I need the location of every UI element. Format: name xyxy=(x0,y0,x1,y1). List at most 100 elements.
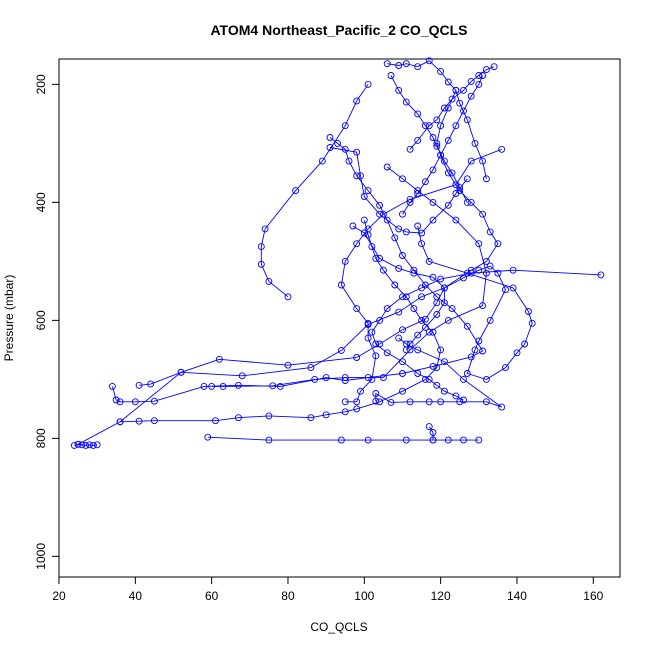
data-point xyxy=(429,436,437,444)
data-point xyxy=(437,346,445,354)
data-point xyxy=(429,273,437,281)
data-point xyxy=(410,305,418,313)
data-point xyxy=(86,441,93,449)
data-point xyxy=(337,436,345,444)
data-point xyxy=(467,269,475,277)
data-point xyxy=(521,340,529,348)
data-point xyxy=(376,201,384,209)
data-point xyxy=(414,222,422,230)
data-point xyxy=(463,198,471,206)
data-point xyxy=(376,254,384,262)
data-point xyxy=(440,387,448,395)
data-point xyxy=(387,72,395,79)
data-point xyxy=(112,396,120,404)
data-point xyxy=(93,441,101,449)
profile-series xyxy=(387,72,471,206)
y-axis: 200 400 600 800 1000 xyxy=(34,74,59,570)
x-tick-label: 160 xyxy=(583,589,603,603)
data-point xyxy=(276,382,284,390)
data-point xyxy=(326,144,334,151)
data-point xyxy=(425,398,433,406)
profile-series xyxy=(399,72,487,218)
data-point xyxy=(395,308,403,316)
data-point xyxy=(311,375,319,383)
data-point xyxy=(353,398,361,406)
profile-series xyxy=(116,216,445,426)
data-point xyxy=(475,337,483,345)
data-point xyxy=(418,284,426,292)
data-point xyxy=(421,178,429,186)
data-point xyxy=(376,316,384,324)
data-point xyxy=(494,269,502,277)
data-point xyxy=(463,116,471,124)
data-point xyxy=(353,354,361,361)
data-point xyxy=(364,225,372,233)
profile-series xyxy=(257,80,372,301)
data-point xyxy=(116,418,124,426)
data-point xyxy=(368,375,376,383)
data-point xyxy=(341,408,349,416)
data-point xyxy=(307,364,315,372)
data-point xyxy=(414,63,422,71)
data-point xyxy=(486,316,494,324)
data-point xyxy=(440,358,448,366)
data-point xyxy=(82,441,90,449)
data-point xyxy=(482,269,490,277)
data-point xyxy=(490,63,498,71)
data-point xyxy=(421,122,429,130)
data-point xyxy=(456,398,464,406)
profile-line xyxy=(390,75,468,203)
profile-series xyxy=(74,222,536,448)
data-point xyxy=(482,398,490,406)
data-point xyxy=(379,266,387,274)
data-point xyxy=(89,441,97,449)
data-point xyxy=(471,139,479,147)
y-tick-label: 400 xyxy=(34,192,48,212)
x-tick-label: 120 xyxy=(431,589,451,603)
data-point xyxy=(482,66,490,74)
data-point xyxy=(437,67,445,75)
data-point xyxy=(353,172,361,180)
data-point xyxy=(460,436,467,444)
data-point xyxy=(414,346,422,354)
data-point xyxy=(437,122,445,130)
data-point xyxy=(234,381,242,389)
chart-title: ATOM4 Northeast_Pacific_2 CO_QCLS xyxy=(210,22,467,38)
data-point xyxy=(379,374,387,382)
data-point xyxy=(399,293,406,301)
data-point xyxy=(334,139,342,147)
profile-series xyxy=(383,57,490,183)
data-point xyxy=(425,328,433,336)
data-point xyxy=(383,60,391,68)
data-point xyxy=(425,375,433,383)
profile-series xyxy=(337,145,506,406)
data-point xyxy=(395,334,403,342)
data-point xyxy=(395,264,403,272)
data-point xyxy=(131,398,139,406)
profile-series xyxy=(204,433,483,444)
data-point xyxy=(440,104,448,112)
profile-line xyxy=(211,166,487,387)
data-point xyxy=(456,184,464,192)
profile-series xyxy=(326,144,471,237)
data-point xyxy=(460,86,467,94)
data-point xyxy=(345,157,353,165)
data-point xyxy=(372,397,380,405)
data-point xyxy=(444,436,452,444)
data-point xyxy=(433,311,441,318)
data-point xyxy=(395,225,403,233)
y-tick-label: 800 xyxy=(34,428,48,448)
x-tick-label: 40 xyxy=(129,589,143,603)
data-point xyxy=(353,240,361,248)
x-tick-label: 80 xyxy=(281,589,295,603)
data-point xyxy=(429,134,437,141)
data-point xyxy=(448,169,456,177)
data-point xyxy=(463,370,471,377)
data-point xyxy=(471,346,479,354)
data-point xyxy=(257,260,265,268)
data-point xyxy=(418,293,426,301)
data-point xyxy=(475,240,483,248)
data-point xyxy=(364,187,372,195)
data-point xyxy=(318,157,326,165)
